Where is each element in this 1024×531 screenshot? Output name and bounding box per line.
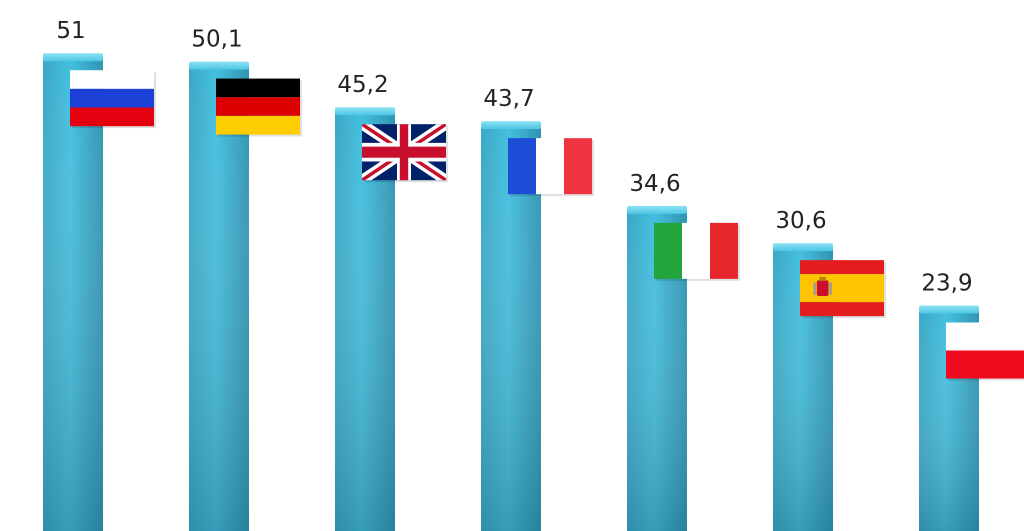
value-label: 50,1 <box>191 27 242 53</box>
poland-flag-icon <box>946 322 1024 381</box>
value-label: 34,6 <box>629 171 680 197</box>
germany-flag-icon <box>216 78 302 137</box>
value-label: 51 <box>56 18 85 44</box>
spain-flag-icon <box>800 260 886 319</box>
bar <box>189 61 249 531</box>
value-label: 45,2 <box>337 72 388 98</box>
bars-layer <box>43 53 979 531</box>
value-label: 23,9 <box>921 270 972 296</box>
russia-flag-icon <box>70 70 156 129</box>
italy-flag-icon <box>654 222 740 281</box>
value-label: 30,6 <box>775 208 826 234</box>
bar <box>335 107 395 531</box>
france-flag-icon <box>508 138 594 197</box>
value-labels-layer: 51 50,1 45,2 43,7 34,6 30,6 23,9 <box>56 18 972 296</box>
flags-layer <box>70 70 1024 381</box>
bar <box>43 53 103 531</box>
uk-flag-icon <box>362 124 448 183</box>
value-label: 43,7 <box>483 86 534 112</box>
